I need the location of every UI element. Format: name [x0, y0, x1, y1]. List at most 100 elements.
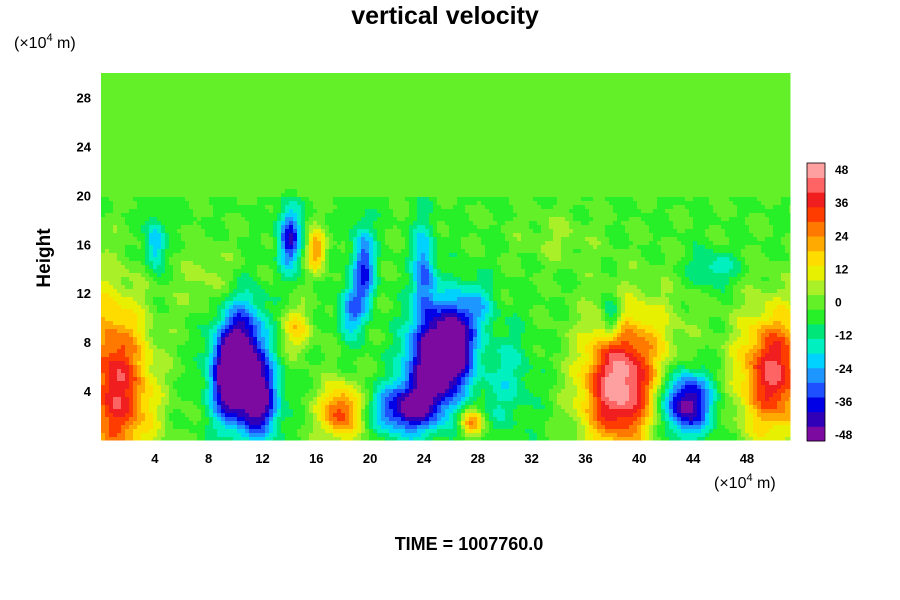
- heatmap-cell: [249, 125, 254, 130]
- heatmap-cell: [309, 169, 314, 174]
- heatmap-cell: [393, 97, 398, 102]
- heatmap-cell: [525, 89, 530, 94]
- heatmap-cell: [181, 85, 186, 90]
- heatmap-cell: [737, 141, 742, 146]
- heatmap-cell: [321, 93, 326, 98]
- heatmap-cell: [769, 101, 774, 106]
- heatmap-cell: [429, 173, 434, 178]
- heatmap-cell: [441, 165, 446, 170]
- heatmap-cell: [517, 141, 522, 146]
- heatmap-cell: [333, 157, 338, 162]
- heatmap-cell: [549, 165, 554, 170]
- heatmap-cell: [649, 125, 654, 130]
- heatmap-cell: [133, 165, 138, 170]
- heatmap-cell: [557, 137, 562, 142]
- heatmap-cell: [101, 137, 106, 142]
- heatmap-cell: [749, 117, 754, 122]
- heatmap-cell: [329, 185, 334, 190]
- heatmap-cell: [509, 161, 514, 166]
- heatmap-cell: [561, 93, 566, 98]
- heatmap-cell: [245, 81, 250, 86]
- heatmap-cell: [557, 169, 562, 174]
- heatmap-cell: [333, 85, 338, 90]
- heatmap-cell: [489, 73, 494, 78]
- heatmap-cell: [637, 165, 642, 170]
- heatmap-cell: [497, 173, 502, 178]
- heatmap-cell: [753, 169, 758, 174]
- heatmap-cell: [445, 101, 450, 106]
- heatmap-cell: [673, 141, 678, 146]
- heatmap-cell: [761, 105, 766, 110]
- heatmap-cell: [125, 121, 130, 126]
- heatmap-cell: [737, 129, 742, 134]
- heatmap-cell: [201, 173, 206, 178]
- heatmap-cell: [341, 133, 346, 138]
- heatmap-cell: [537, 161, 542, 166]
- heatmap-cell: [461, 173, 466, 178]
- heatmap-cell: [365, 89, 370, 94]
- heatmap-cell: [709, 133, 714, 138]
- heatmap-cell: [517, 153, 522, 158]
- heatmap-cell: [417, 181, 422, 186]
- heatmap-cell: [773, 161, 778, 166]
- heatmap-cell: [445, 161, 450, 166]
- heatmap-cell: [373, 121, 378, 126]
- heatmap-cell: [133, 145, 138, 150]
- heatmap-cell: [501, 161, 506, 166]
- heatmap-cell: [669, 145, 674, 150]
- heatmap-cell: [737, 173, 742, 178]
- heatmap-cell: [233, 85, 238, 90]
- heatmap-cell: [433, 125, 438, 130]
- heatmap-cell: [121, 181, 126, 186]
- heatmap-cell: [109, 109, 114, 114]
- heatmap-cell: [633, 101, 638, 106]
- heatmap-cell: [617, 129, 622, 134]
- heatmap-cell: [529, 125, 534, 130]
- heatmap-cell: [361, 101, 366, 106]
- heatmap-cell: [565, 81, 570, 86]
- heatmap-cell: [681, 113, 686, 118]
- heatmap-cell: [425, 93, 430, 98]
- heatmap-cell: [413, 161, 418, 166]
- heatmap-cell: [581, 105, 586, 110]
- heatmap-cell: [533, 77, 538, 82]
- heatmap-cell: [517, 185, 522, 190]
- heatmap-cell: [121, 77, 126, 82]
- heatmap-cell: [513, 185, 518, 190]
- heatmap-cell: [269, 141, 274, 146]
- heatmap-cell: [237, 169, 242, 174]
- heatmap-cell: [637, 157, 642, 162]
- heatmap-cell: [653, 121, 658, 126]
- heatmap-cell: [289, 181, 294, 186]
- heatmap-cell: [481, 177, 486, 182]
- heatmap-cell: [773, 137, 778, 142]
- heatmap-cell: [149, 185, 154, 190]
- heatmap-cell: [673, 105, 678, 110]
- heatmap-cell: [449, 149, 454, 154]
- heatmap-cell: [509, 141, 514, 146]
- heatmap-cell: [745, 73, 750, 78]
- heatmap-cell: [241, 137, 246, 142]
- heatmap-cell: [533, 181, 538, 186]
- heatmap-cell: [513, 93, 518, 98]
- heatmap-cell: [713, 77, 718, 82]
- heatmap-cell: [133, 141, 138, 146]
- heatmap-cell: [613, 149, 618, 154]
- heatmap-cell: [277, 101, 282, 106]
- heatmap-cell: [389, 157, 394, 162]
- heatmap-cell: [393, 133, 398, 138]
- heatmap-cell: [425, 185, 430, 190]
- heatmap-cell: [617, 141, 622, 146]
- heatmap-cell: [761, 157, 766, 162]
- heatmap-cell: [305, 73, 310, 78]
- heatmap-cell: [121, 73, 126, 78]
- heatmap-cell: [581, 181, 586, 186]
- heatmap-cell: [509, 169, 514, 174]
- heatmap-cell: [453, 85, 458, 90]
- heatmap-cell: [637, 125, 642, 130]
- heatmap-cell: [385, 165, 390, 170]
- heatmap-cell: [441, 177, 446, 182]
- heatmap-cell: [409, 149, 414, 154]
- heatmap-cell: [505, 169, 510, 174]
- heatmap-cell: [365, 93, 370, 98]
